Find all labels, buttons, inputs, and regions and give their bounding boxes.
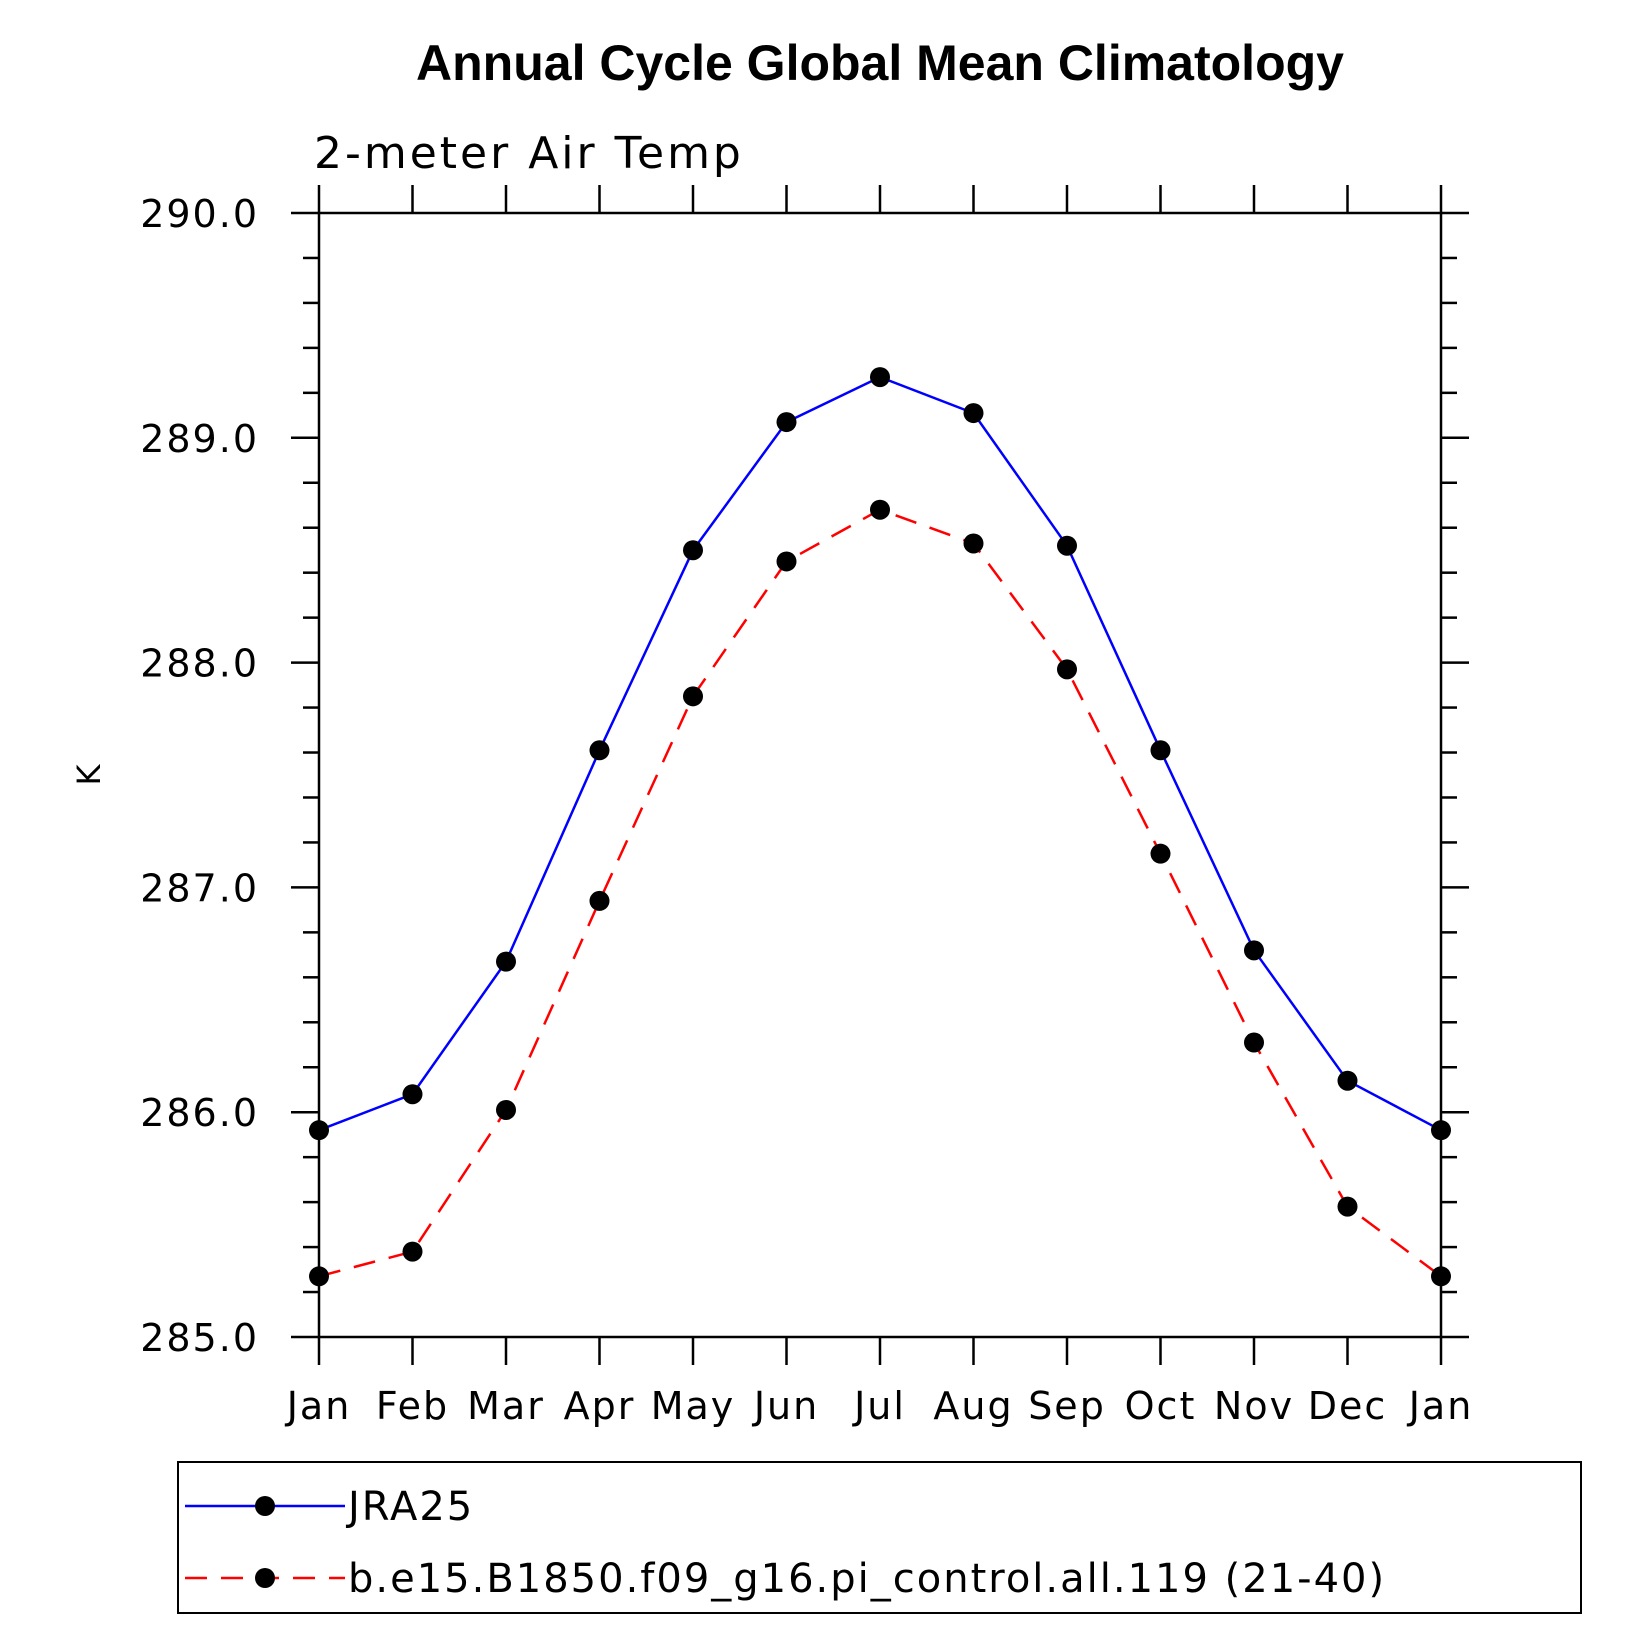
legend-entry: b.e15.B1850.f09_g16.pi_control.all.119 (… [185,1556,1386,1602]
data-point [776,551,797,572]
series-layer [309,367,1451,1287]
legend-label: b.e15.B1850.f09_g16.pi_control.all.119 (… [348,1556,1386,1602]
x-tick-label: Sep [1028,1384,1106,1428]
series [309,367,1451,1141]
legend: JRA25 b.e15.B1850.f09_g16.pi_control.all… [177,1461,1582,1614]
data-point [1057,659,1077,680]
chart-subtitle: 2-meter Air Temp [314,128,744,179]
x-tick-label: Apr [564,1384,636,1428]
legend-entry: JRA25 [185,1484,474,1530]
legend-label: JRA25 [345,1484,474,1530]
y-axis-label: K [70,763,108,785]
data-point [1337,1070,1358,1091]
y-tick-label: 286.0 [140,1091,259,1135]
y-tick-label: 287.0 [140,866,259,910]
y-tick-label: 285.0 [140,1316,259,1360]
x-tick-label: Nov [1214,1384,1294,1428]
data-point [1431,1120,1451,1141]
data-point [683,540,703,561]
x-tick-label: Jan [285,1384,352,1428]
x-tick-label: Jun [752,1384,819,1428]
x-tick-label: Mar [467,1384,545,1428]
data-point [496,951,516,972]
x-tick-label: Jan [1407,1384,1474,1428]
data-point [1431,1266,1451,1287]
x-tick-label: Dec [1308,1384,1388,1428]
legend-marker-swatch [255,1496,275,1516]
y-tick-label: 288.0 [140,642,259,686]
data-point [1150,740,1171,761]
chart-title: Annual Cycle Global Mean Climatology [416,35,1344,91]
data-point [402,1084,423,1105]
data-point [776,412,797,433]
data-point [963,403,984,424]
x-tick-label: Feb [376,1384,449,1428]
data-point [870,367,890,388]
y-tick-label: 289.0 [140,417,259,461]
series [309,499,1451,1287]
series-line [318,375,1442,1132]
data-point [309,1120,329,1141]
x-tick-label: Aug [933,1384,1013,1428]
data-point [589,740,610,761]
data-point [683,686,703,707]
data-point [963,533,984,554]
data-point [870,499,890,520]
data-point [1150,843,1171,864]
series-line [318,508,1442,1278]
y-tick-label: 290.0 [140,192,259,236]
x-tick-label: May [651,1384,736,1428]
x-tick-label: Jul [852,1384,906,1428]
legend-marker-swatch [255,1568,275,1588]
data-point [1337,1196,1358,1217]
data-point [496,1099,516,1120]
data-point [1244,940,1264,961]
data-point [1244,1032,1264,1053]
data-point [1057,535,1077,556]
legend-frame [177,1461,1582,1614]
data-point [402,1241,423,1262]
axes: 285.0 286.0 287.0 288.0 289.0 290.0 Jan Feb Mar A… [140,185,1474,1428]
data-point [589,890,610,911]
x-tick-label: Oct [1125,1384,1197,1428]
data-point [309,1266,329,1287]
